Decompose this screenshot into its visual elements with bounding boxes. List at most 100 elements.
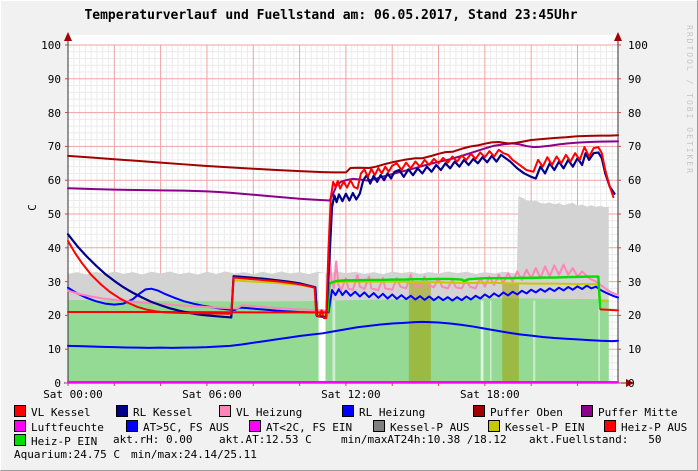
legend-item-kessel-p-aus: Kessel-P AUS [373, 419, 470, 434]
legend-item-heiz-p-ein: Heiz-P EIN [14, 434, 97, 448]
y-tick-label-right: 10 [628, 343, 642, 357]
legend-swatch [581, 405, 593, 417]
legend-swatch [373, 419, 385, 432]
legend-label: Kessel-P EIN [505, 420, 585, 434]
y-tick-label-left: 100 [41, 39, 61, 52]
y-tick-label-right: 30 [628, 275, 642, 289]
y-tick-label-right: 40 [628, 241, 642, 255]
y-axis-arrow-right [614, 32, 622, 41]
legend-item-min-max-24-14-25-11: min/max:24.14/25.11 [131, 447, 257, 461]
legend-label: RL Heizung [359, 406, 426, 419]
y-tick-label-left: 60 [47, 174, 61, 188]
series-heiz-p-ein-linie [326, 275, 602, 314]
rrdtool-watermark: RRDTOOL / TOBI OETIKER [685, 25, 694, 175]
band-stripe [489, 300, 492, 383]
legend-label: akt.Fuellstand: 50 [529, 433, 662, 446]
legend-swatch [126, 419, 138, 432]
y-axis-arrow-left [64, 32, 72, 41]
y-tick-label-left: 80 [47, 106, 61, 120]
legend-label: AT<2C, FS EIN [266, 420, 353, 434]
y-tick-label-right: 50 [628, 208, 642, 221]
legend-label: akt.rH: 0.00 [113, 433, 193, 446]
band-stripe [480, 300, 484, 383]
x-tick-label: Sat 06:00 [182, 388, 242, 401]
legend-swatch [14, 419, 26, 432]
legend-item-vl-heizung: VL Heizung [219, 405, 302, 419]
x-axis-arrow [626, 379, 634, 387]
y-tick-label-left: 90 [47, 72, 61, 86]
legend-item-aquarium-24-75-c: Aquarium:24.75 C [14, 447, 120, 461]
band-heiz-p-kurz-aus [318, 273, 326, 383]
legend-label: VL Kessel [31, 406, 91, 419]
series-puffer-mitte [67, 140, 619, 202]
y-tick-label-left: 50 [47, 208, 61, 221]
y-tick-label-left: 70 [47, 140, 61, 154]
legend-item-at-2c-fs-ein: AT<2C, FS EIN [249, 419, 353, 434]
y-tick-label-right: 20 [628, 309, 642, 323]
legend-label: Heiz-P EIN [31, 435, 98, 448]
legend-swatch [488, 419, 500, 432]
chart-title: Temperaturverlauf und Fuellstand am: 06.… [84, 8, 578, 23]
y-tick-label-left: 30 [47, 275, 61, 289]
legend-swatch [604, 419, 616, 432]
legend-label: min/maxAT24h:10.38 /18.12 [341, 433, 507, 446]
legend-label: Heiz-P AUS [621, 420, 688, 434]
y-tick-label-left: 20 [47, 309, 61, 323]
legend-item-akt-fuellstand-50: akt.Fuellstand: 50 [529, 434, 661, 446]
legend-item-heiz-p-aus: Heiz-P AUS [604, 419, 688, 434]
y-tick-label-right: 70 [628, 140, 642, 154]
series-puffer-oben [67, 134, 619, 174]
legend-item-rl-heizung: RL Heizung [342, 405, 425, 419]
band-stripe [533, 300, 536, 383]
legend-label: Kessel-P AUS [390, 420, 470, 434]
legend-item-at-5c-fs-aus: AT>5C, FS AUS [126, 419, 230, 434]
band-stripe [332, 300, 336, 383]
series-vl-kessel [67, 146, 615, 320]
series-rl-kessel [66, 151, 616, 319]
y-tick-label-left: 0 [54, 377, 61, 390]
y-tick-label-right: 0 [628, 377, 635, 390]
x-tick-label: Sat 18:00 [460, 388, 520, 401]
legend-item-rl-kessel: RL Kessel [116, 405, 193, 419]
y-tick-label-left: 10 [47, 343, 61, 357]
legend-label: AT>5C, FS AUS [143, 420, 230, 434]
legend-swatch [219, 405, 231, 417]
series-at-aussentemperatur [67, 320, 619, 349]
series-kessel-p-ein-linie [232, 279, 609, 317]
legend-item-vl-kessel: VL Kessel [14, 405, 91, 419]
x-tick-label: Sat 12:00 [321, 388, 381, 401]
legend-swatch [116, 405, 128, 417]
legend-swatch [249, 419, 261, 432]
legend-item-akt-rh-0-00: akt.rH: 0.00 [113, 434, 192, 446]
legend-swatch [473, 405, 485, 417]
legend-label: min/max:24.14/25.11 [131, 447, 257, 461]
x-tick-label: Sat 00:00 [43, 388, 103, 401]
legend-item-puffer-mitte: Puffer Mitte [581, 405, 677, 419]
legend-swatch [14, 405, 26, 417]
series-vl-heizung [67, 253, 619, 312]
legend-label: RL Kessel [133, 406, 193, 419]
legend-label: Puffer Oben [490, 406, 563, 419]
legend-swatch [342, 405, 354, 417]
y-tick-label-right: 90 [628, 72, 642, 86]
series-heiz-p-aus-linie-b [599, 308, 619, 312]
legend-label: VL Heizung [236, 406, 303, 419]
legend-item-akt-at-12-53-c: akt.AT:12.53 C [219, 434, 312, 446]
y-tick-label-left: 40 [47, 241, 61, 255]
band-stripe [598, 300, 600, 383]
legend-label: Aquarium:24.75 C [14, 447, 120, 461]
legend-label: Luftfeuchte [31, 420, 104, 434]
legend-item-min-maxat24h-10-38-18-12: min/maxAT24h:10.38 /18.12 [341, 434, 507, 446]
legend-label: akt.AT:12.53 C [219, 433, 312, 446]
legend-swatch [14, 434, 26, 446]
series-rl-heizung [67, 284, 619, 314]
area-heiz-p-ein-aquarium [68, 298, 609, 383]
legend-item-kessel-p-ein: Kessel-P EIN [488, 419, 585, 434]
legend-label: Puffer Mitte [598, 406, 678, 419]
legend-item-puffer-oben: Puffer Oben [473, 405, 563, 419]
legend-item-luftfeuchte: Luftfeuchte [14, 419, 104, 434]
y-tick-label-right: 60 [628, 174, 642, 188]
y-tick-label-right: 100 [628, 39, 648, 52]
